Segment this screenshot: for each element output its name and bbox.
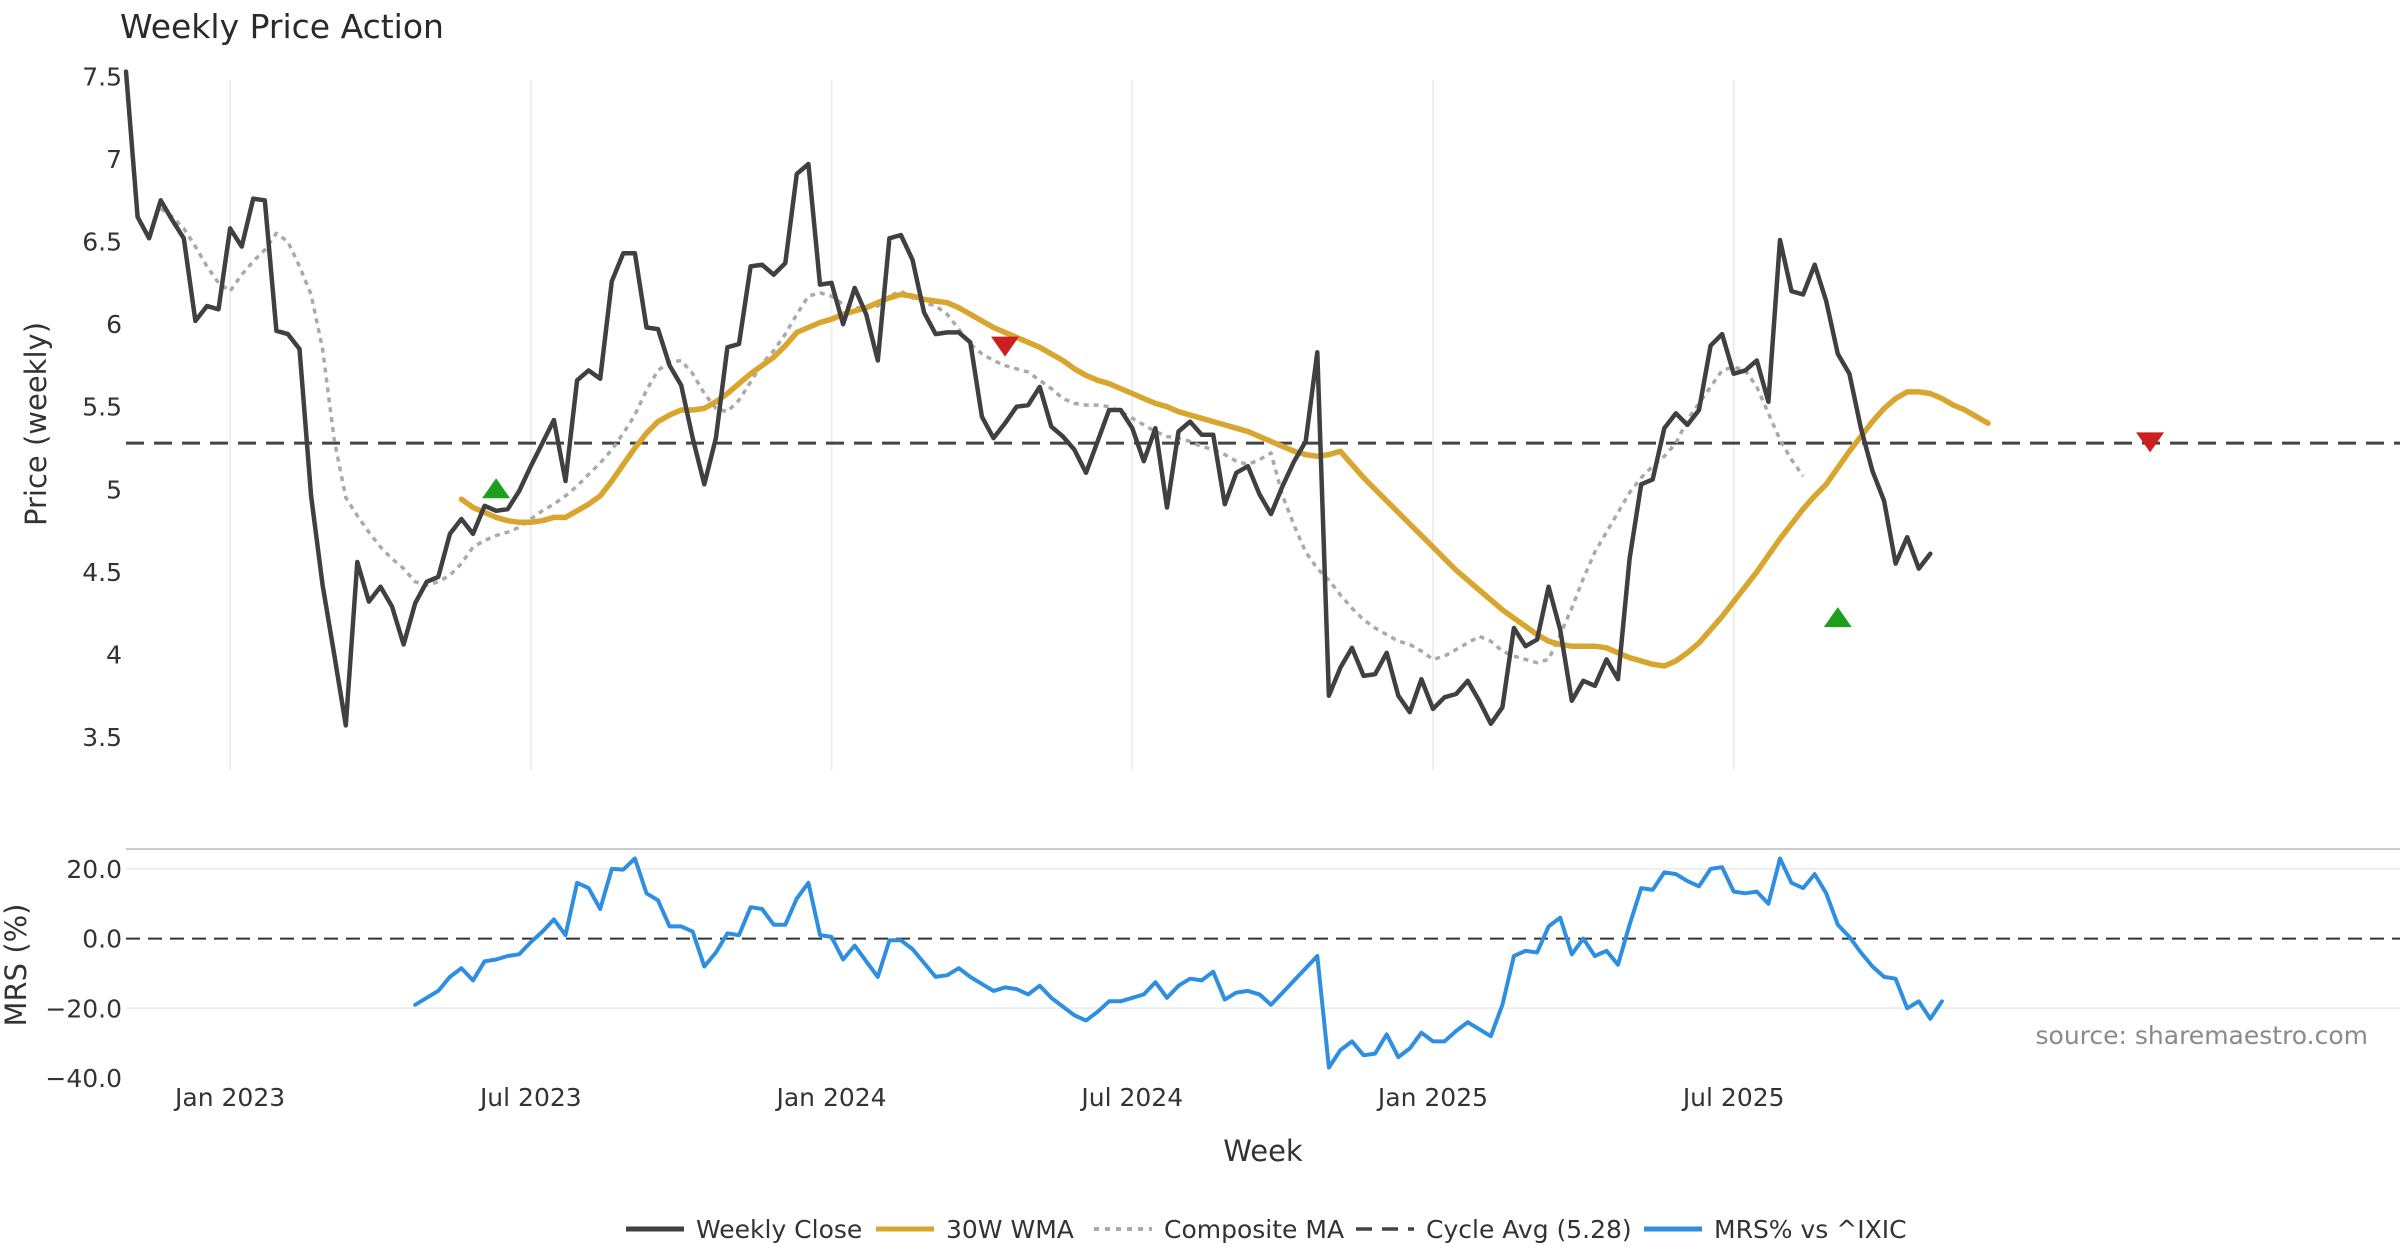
price-ytick-label: 6 [106, 310, 122, 339]
source-note: source: sharemaestro.com [2036, 1021, 2369, 1050]
x-tick-label: Jan 2023 [173, 1083, 285, 1112]
price-ytick-label: 3.5 [82, 723, 122, 752]
weekly-price-chart: Weekly Price Action 3.544.555.566.577.5 … [0, 0, 2400, 1260]
mrs-ytick-label: 20.0 [66, 855, 122, 884]
mrs-ytick-label: −40.0 [45, 1064, 122, 1093]
price-ytick-label: 6.5 [82, 228, 122, 257]
x-tick-label: Jan 2025 [1376, 1083, 1488, 1112]
legend-label: 30W WMA [946, 1215, 1074, 1244]
legend-label: Cycle Avg (5.28) [1426, 1215, 1632, 1244]
legend-label: MRS% vs ^IXIC [1714, 1215, 1907, 1244]
price-ytick-label: 5.5 [82, 393, 122, 422]
chart-legend: Weekly Close 30W WMA Composite MA Cycle Avg… [626, 1215, 1907, 1244]
mrs-y-axis-label: MRS (%) [0, 904, 33, 1027]
price-ytick-label: 7.5 [82, 63, 122, 92]
price-ytick-label: 4.5 [82, 558, 122, 587]
price-ytick-label: 5 [106, 475, 122, 504]
mrs-ytick-label: −20.0 [45, 994, 122, 1023]
x-tick-label: Jan 2024 [774, 1083, 886, 1112]
chart-background [0, 0, 2400, 1260]
legend-label: Weekly Close [696, 1215, 862, 1244]
price-ytick-label: 4 [106, 640, 122, 669]
mrs-ytick-label: 0.0 [82, 925, 122, 954]
x-axis-label: Week [1223, 1134, 1303, 1168]
x-tick-label: Jul 2024 [1079, 1083, 1183, 1112]
x-tick-label: Jul 2025 [1681, 1083, 1785, 1112]
x-tick-label: Jul 2023 [478, 1083, 582, 1112]
chart-title: Weekly Price Action [120, 7, 444, 46]
price-ytick-label: 7 [106, 145, 122, 174]
legend-label: Composite MA [1164, 1215, 1344, 1244]
price-y-axis-label: Price (weekly) [19, 322, 53, 526]
